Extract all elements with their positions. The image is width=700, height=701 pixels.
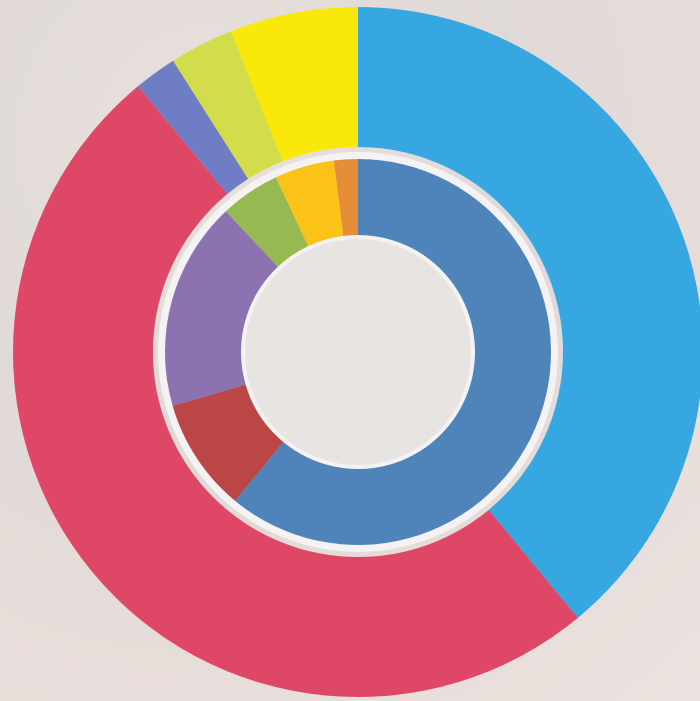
page	[0, 0, 700, 701]
chart	[0, 0, 700, 701]
center-hole	[245, 239, 471, 465]
